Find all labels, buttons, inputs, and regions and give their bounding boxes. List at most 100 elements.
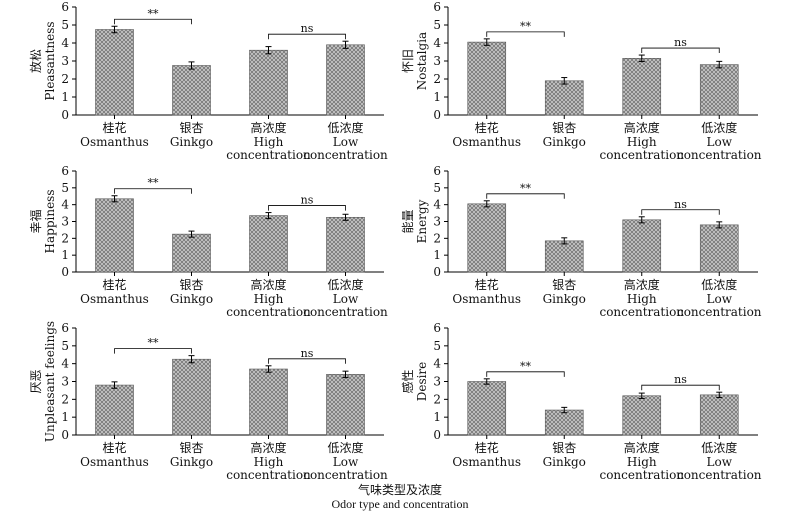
y-tick-label: 4 [433,198,441,212]
y-axis-title-en: Happiness [43,190,57,254]
bar [249,368,288,436]
y-tick-label: 0 [61,265,69,279]
x-tick-label-en: concentration [677,148,762,162]
x-tick-label-cn: 桂花 [475,120,499,135]
significance-bracket [114,348,192,354]
significance-bracket [268,205,346,211]
y-tick-label: 3 [433,375,441,389]
x-tick-label-en: concentration [303,468,388,482]
y-tick-label: 1 [61,90,69,104]
significance-bracket [114,188,192,194]
x-tick-label-cn: 桂花 [475,277,499,292]
x-tick-label-en: Ginkgo [543,455,586,469]
x-tick-label-en: Low [333,455,359,469]
x-tick-label-cn: 低浓度 [701,277,737,292]
x-tick-label-en: concentration [677,305,762,319]
bar [467,203,507,273]
y-tick-label: 0 [433,265,441,279]
y-tick-label: 1 [433,248,441,262]
bar [622,219,662,273]
significance-bracket [268,358,346,364]
x-tick-label-cn: 桂花 [102,277,126,292]
x-tick-label-en: Low [333,135,359,149]
y-tick-label: 1 [61,410,69,424]
x-tick-label-cn: 低浓度 [701,120,737,135]
x-tick-label-cn: 低浓度 [327,277,363,292]
x-tick-label-cn: 高浓度 [624,120,660,135]
y-tick-label: 5 [61,339,69,353]
y-tick-label: 6 [433,164,441,178]
x-tick-label-en: Osmanthus [452,455,521,469]
y-axis-title-cn: 能量 [401,209,415,233]
y-axis-title-cn: 放松 [28,49,43,73]
x-tick-label-en: Osmanthus [452,292,521,306]
y-tick-label: 0 [61,108,69,122]
significance-label: ns [301,22,314,35]
bar [544,240,584,273]
x-axis-title-cn: 气味类型及浓度 [357,483,442,497]
y-tick-label: 5 [61,181,69,195]
x-tick-label-en: High [627,292,657,306]
bar [467,381,507,436]
significance-label: ** [520,182,532,195]
x-tick-label-cn: 低浓度 [327,440,363,455]
bar [172,233,211,273]
y-axis-title-cn: 厌恶 [29,369,43,393]
x-tick-label-en: concentration [599,148,684,162]
x-tick-label-cn: 桂花 [102,440,126,455]
y-tick-label: 1 [433,90,441,104]
y-tick-label: 3 [61,54,69,68]
significance-bracket [641,47,720,54]
y-tick-label: 1 [433,410,441,424]
bar [544,409,584,436]
x-tick-label-en: concentration [303,148,388,162]
x-tick-label-cn: 银杏 [552,121,576,135]
x-tick-label-en: High [627,135,657,149]
y-tick-label: 0 [433,428,441,442]
x-tick-label-en: Low [333,292,359,306]
bar [326,44,365,116]
bar [622,57,662,116]
bar [172,358,211,436]
y-tick-label: 3 [61,375,69,389]
x-tick-label-en: Ginkgo [170,455,213,469]
x-tick-label-cn: 低浓度 [327,120,363,135]
x-tick-label-en: High [627,455,657,469]
x-tick-label-en: Low [707,455,733,469]
x-tick-label-en: Ginkgo [543,135,586,149]
y-tick-label: 4 [433,357,441,371]
significance-bracket [486,193,565,199]
significance-bracket [641,384,720,391]
significance-bracket [486,31,565,37]
x-tick-label-en: High [254,455,284,469]
x-tick-label-en: concentration [599,468,684,482]
x-tick-label-cn: 高浓度 [624,440,660,455]
y-tick-label: 5 [433,18,441,32]
y-axis-title-cn: 怀旧 [401,49,415,73]
significance-label: ** [148,177,160,190]
y-tick-label: 2 [61,231,69,245]
x-tick-label-cn: 高浓度 [250,120,286,135]
x-tick-label-en: Low [707,292,733,306]
bar [172,65,211,116]
y-axis-title-en: Pleasantness [43,21,57,100]
significance-label: ** [520,360,532,373]
x-tick-label-cn: 高浓度 [250,440,286,455]
bar [249,49,288,116]
x-tick-label-cn: 桂花 [102,120,126,135]
y-tick-label: 5 [61,18,69,32]
x-tick-label-cn: 银杏 [179,121,203,135]
y-tick-label: 3 [61,215,69,229]
bar [95,384,134,436]
bar [699,224,739,273]
y-tick-label: 2 [61,392,69,406]
y-tick-label: 6 [61,164,69,178]
bar [622,395,662,436]
significance-bracket [114,18,192,25]
x-tick-label-en: concentration [677,468,762,482]
y-tick-label: 2 [433,392,441,406]
